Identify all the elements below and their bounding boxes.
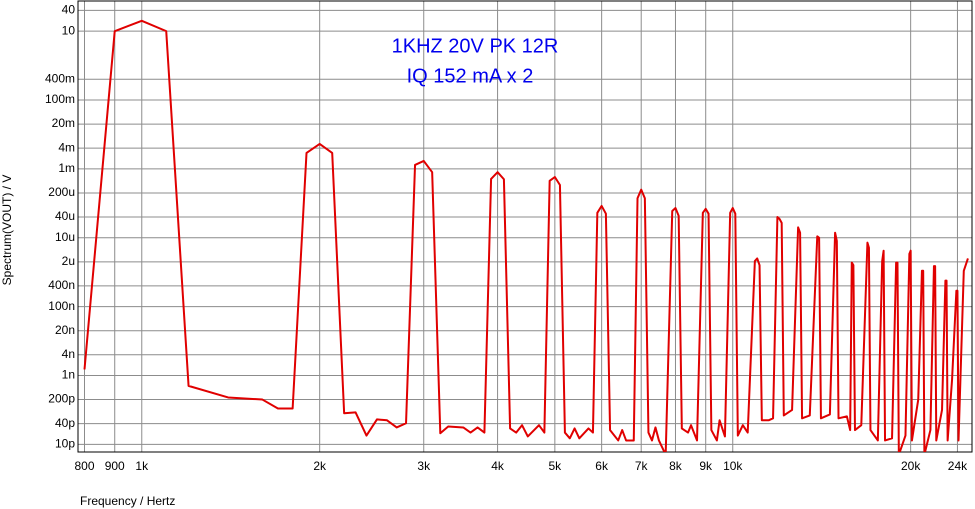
y-tick-label: 100n: [48, 299, 75, 313]
x-tick-label: 3k: [417, 459, 431, 473]
plot-frame: [77, 0, 973, 453]
grid: [78, 1, 972, 452]
y-tick-label: 2u: [62, 254, 75, 268]
x-tick-label: 20k: [901, 459, 921, 473]
y-tick-label: 4m: [58, 140, 75, 154]
x-tick-label: 4k: [491, 459, 505, 473]
x-axis-label: Frequency / Hertz: [80, 494, 175, 508]
y-tick-label: 200u: [48, 185, 75, 199]
x-tick-label: 24k: [948, 459, 968, 473]
x-tick-label: 1k: [135, 459, 149, 473]
y-tick-label: 40p: [55, 416, 75, 430]
y-tick-label: 1n: [62, 368, 75, 382]
y-tick-label: 4n: [62, 347, 75, 361]
annotation: 1KHZ 20V PK 12R: [392, 35, 559, 57]
y-tick-label: 40u: [55, 209, 75, 223]
x-tick-label: 10k: [723, 459, 743, 473]
y-tick-label: 20m: [52, 116, 75, 130]
x-tick-label: 900: [105, 459, 125, 473]
y-tick-label: 400m: [45, 71, 75, 85]
y-tick-label: 10p: [55, 437, 75, 451]
x-tick-label: 7k: [635, 459, 649, 473]
y-tick-label: 200p: [48, 392, 75, 406]
x-tick-label: 6k: [595, 459, 609, 473]
x-tick-label: 800: [74, 459, 94, 473]
y-tick-label: 20n: [55, 323, 75, 337]
x-tick-label: 9k: [699, 459, 713, 473]
y-tick-label: 10u: [55, 230, 75, 244]
y-tick-label: 10: [62, 23, 76, 37]
y-axis-label: Spectrum(VOUT) / V: [0, 175, 14, 286]
x-tick-label: 8k: [669, 459, 683, 473]
y-tick-label: 400n: [48, 278, 75, 292]
y-tick-label: 100m: [45, 92, 75, 106]
x-tick-label: 5k: [549, 459, 563, 473]
annotation: IQ 152 mA x 2: [407, 65, 534, 87]
y-tick-label: 1m: [58, 161, 75, 175]
tick-labels: 40 10 400m 100m 20m 4m 1m 200u 40u 10u 2u 400n 100n 2…: [45, 3, 968, 474]
x-tick-label: 2k: [313, 459, 327, 473]
plot-area: [83, 19, 969, 452]
spectrum-line: [83, 19, 969, 452]
y-tick-label: 40: [62, 3, 76, 17]
